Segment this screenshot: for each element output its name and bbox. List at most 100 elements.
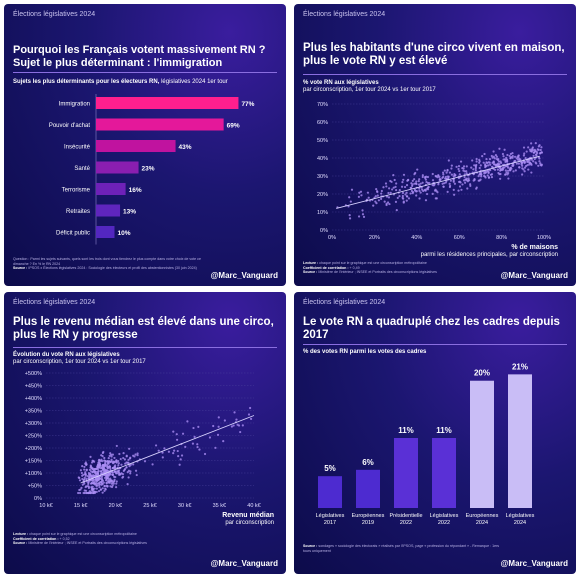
data-point (496, 168, 500, 171)
data-point (411, 179, 414, 182)
data-point (361, 213, 365, 216)
data-point (533, 157, 536, 161)
data-point (87, 491, 91, 495)
data-point (93, 470, 96, 474)
data-point (89, 465, 93, 468)
x-tick-label: 30 k€ (178, 503, 191, 509)
data-point (97, 489, 101, 493)
chart-subtitle: % des votes RN parmi les votes des cadre… (303, 349, 427, 355)
data-point (540, 163, 543, 166)
panel-title: Le vote RN a quadruplé chez les cadres d… (303, 316, 560, 341)
data-point (490, 165, 494, 168)
bar (96, 204, 121, 217)
footnote: Lecture : chaque point sur le graphique … (13, 532, 147, 545)
data-point (450, 167, 453, 170)
data-point (392, 174, 395, 177)
data-point (505, 156, 508, 159)
data-point (527, 168, 530, 171)
data-point (136, 452, 139, 455)
data-point (350, 188, 354, 191)
data-point (407, 197, 411, 200)
bar (96, 161, 139, 174)
data-point (434, 188, 437, 191)
data-point (230, 425, 233, 428)
x-tick-label: 100% (537, 235, 551, 241)
divider (303, 344, 567, 345)
data-point (530, 171, 533, 174)
data-point (110, 479, 114, 482)
divider (303, 74, 567, 75)
value-label: 10% (118, 230, 131, 237)
data-point (448, 182, 451, 185)
data-point (126, 483, 129, 486)
data-point (387, 191, 390, 195)
category-label: 2022 (438, 520, 450, 526)
data-point (478, 158, 481, 161)
data-point (349, 200, 352, 203)
panel-tag: Élections législatives 2024 (303, 299, 386, 306)
data-point (96, 466, 99, 469)
data-point (491, 156, 494, 159)
data-point (103, 489, 106, 492)
data-point (527, 146, 530, 149)
data-point (96, 472, 100, 475)
x-tick-label: 80% (496, 235, 507, 241)
data-point (460, 188, 463, 191)
data-point (380, 192, 383, 195)
data-point (467, 177, 470, 180)
value-label: 20% (474, 369, 490, 378)
data-point (372, 204, 375, 207)
data-point (431, 179, 435, 182)
y-tick-label: +150% (25, 459, 42, 465)
data-point (77, 491, 80, 495)
data-point (109, 460, 112, 464)
data-point (81, 474, 84, 477)
panel-tag: Élections législatives 2024 (303, 11, 386, 18)
data-point (441, 182, 444, 185)
data-point (377, 199, 380, 202)
data-point (514, 169, 517, 172)
data-point (453, 182, 457, 185)
data-point (421, 181, 424, 184)
data-point (470, 166, 473, 169)
data-point (425, 175, 428, 178)
data-point (538, 160, 541, 163)
data-point (519, 158, 522, 161)
data-point (81, 465, 84, 468)
data-point (83, 491, 86, 495)
data-point (122, 452, 125, 455)
data-point (216, 433, 220, 436)
data-point (504, 169, 507, 172)
data-point (121, 473, 125, 476)
data-point (109, 485, 112, 488)
data-point (515, 157, 518, 160)
data-point (505, 171, 508, 174)
data-point (93, 491, 97, 495)
data-point (360, 194, 363, 197)
data-point (136, 454, 139, 457)
data-point (530, 148, 533, 152)
data-point (102, 481, 105, 484)
data-point (501, 168, 504, 171)
data-point (126, 471, 129, 474)
footnote: Source : sondages « sociologie des élect… (303, 544, 500, 553)
footnote: Lecture : chaque point sur le graphique … (303, 261, 437, 274)
data-point (217, 416, 220, 419)
x-tick-label: 60% (454, 235, 465, 241)
data-point (214, 446, 217, 449)
data-point (127, 476, 130, 479)
data-point (535, 162, 538, 165)
y-tick-label: +100% (25, 471, 42, 477)
x-tick-label: 0% (328, 235, 336, 241)
divider (13, 347, 277, 348)
data-point (151, 463, 154, 466)
data-point (134, 453, 137, 456)
data-point (107, 460, 110, 463)
data-point (405, 191, 408, 194)
data-point (100, 476, 103, 480)
data-point (83, 468, 86, 471)
x-axis-label: Revenu médian par circonscription (222, 512, 274, 526)
data-point (523, 166, 527, 169)
data-point (418, 197, 421, 200)
data-point (95, 487, 98, 490)
